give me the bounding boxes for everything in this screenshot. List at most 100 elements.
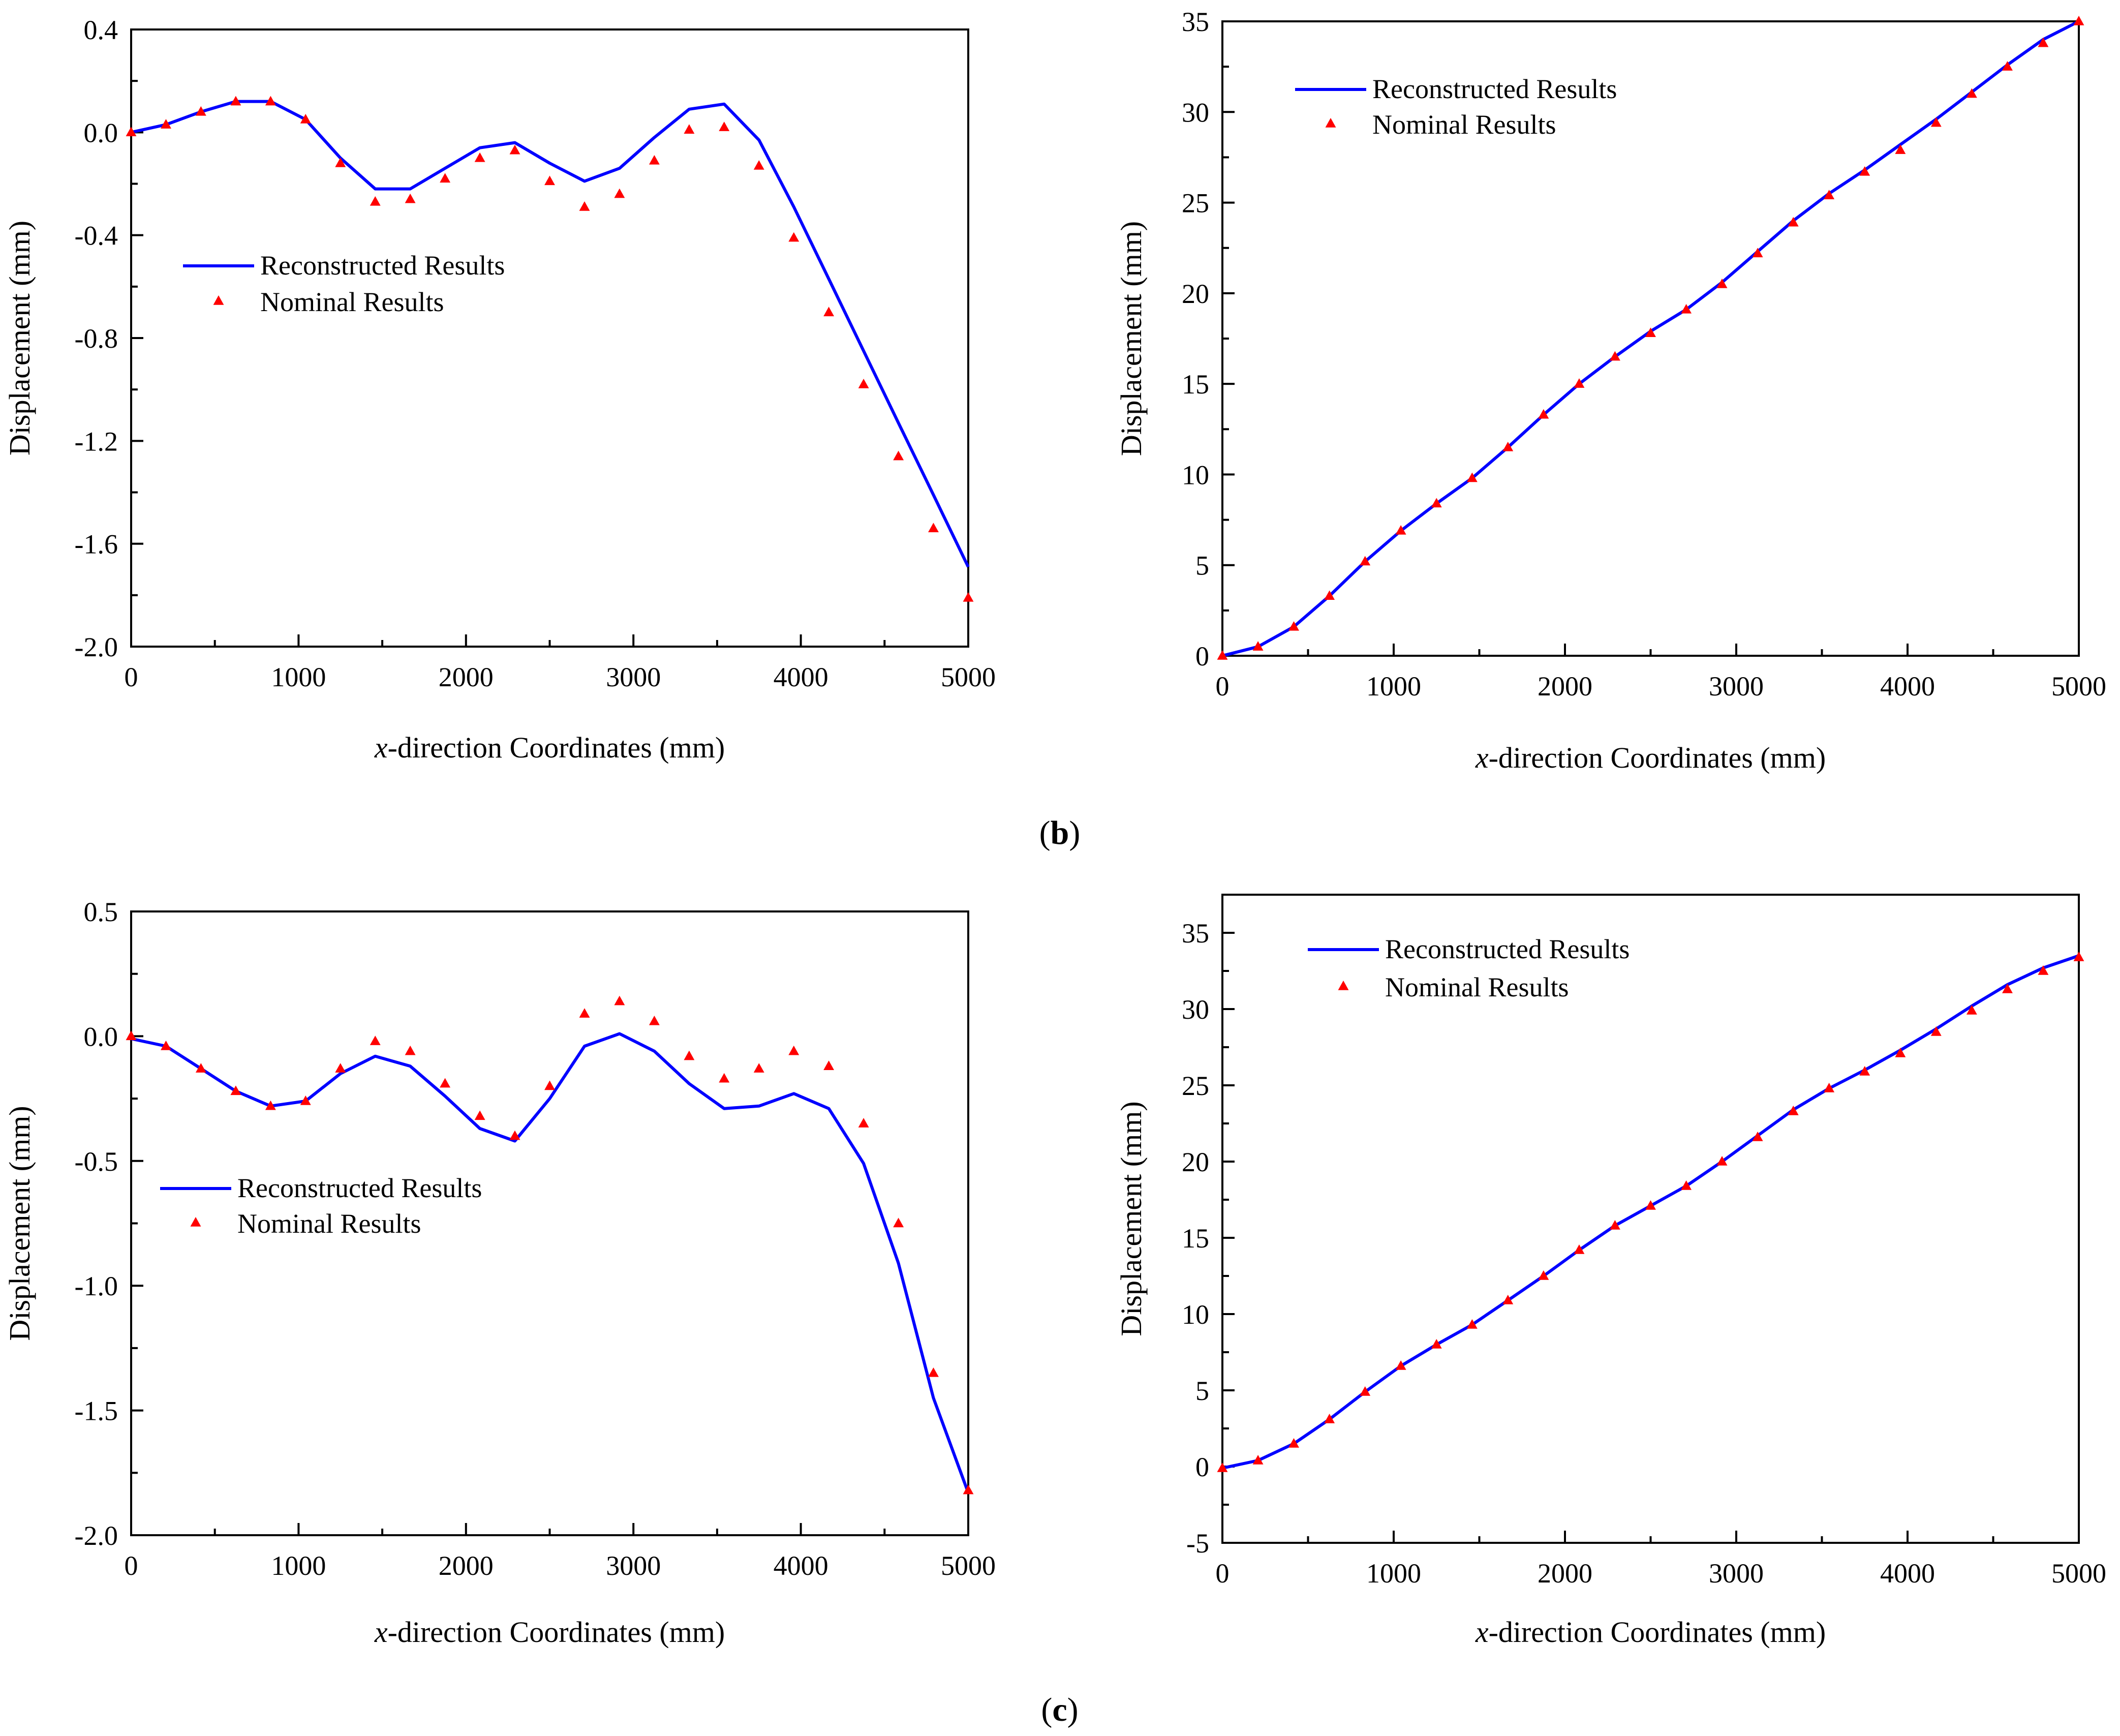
- y-tick-label: 0.0: [84, 1021, 118, 1052]
- nominal-marker: [753, 1063, 764, 1073]
- legend-marker-swatch: [190, 1217, 201, 1227]
- x-axis-title-italic: x: [374, 731, 388, 764]
- nominal-marker: [1431, 1339, 1442, 1349]
- nominal-marker: [1502, 441, 1514, 451]
- nominal-marker: [440, 173, 451, 183]
- nominal-marker: [265, 1100, 276, 1110]
- y-tick-label: 5: [1195, 1376, 1209, 1406]
- x-tick-label: 3000: [606, 662, 661, 692]
- nominal-marker: [719, 1073, 730, 1083]
- nominal-marker: [1360, 556, 1371, 566]
- nominal-marker: [2038, 37, 2049, 47]
- nominal-marker: [1752, 248, 1763, 258]
- x-tick-label: 3000: [1709, 1558, 1764, 1589]
- caption-c: (c): [1041, 1691, 1078, 1728]
- y-tick-label: -2.0: [75, 632, 118, 662]
- nominal-marker: [300, 114, 311, 124]
- legend-marker-swatch: [213, 295, 224, 305]
- x-axis-title: x-direction Coordinates (mm): [1475, 741, 1826, 774]
- x-tick-label: 5000: [941, 662, 996, 692]
- nominal-marker: [195, 1063, 206, 1073]
- nominal-marker: [126, 1030, 137, 1041]
- nominal-marker: [2038, 965, 2049, 975]
- chart-top-right: 0 1000 2000 3000 4000 5000 0 5 10 15 20 25 30 35 x-dir…: [1115, 7, 2106, 774]
- series-line-reconstructed: [1222, 20, 2080, 657]
- legend-label: Reconstructed Results: [1372, 74, 1617, 104]
- nominal-marker: [265, 96, 276, 106]
- y-tick-label: 30: [1182, 994, 1209, 1025]
- x-axis-title-italic: x: [374, 1616, 388, 1649]
- y-tick-label: 15: [1182, 1223, 1209, 1254]
- caption-c-letter: c: [1052, 1691, 1067, 1728]
- nominal-marker: [1538, 409, 1549, 419]
- nominal-marker: [649, 155, 660, 165]
- y-tick-label: 15: [1182, 369, 1209, 400]
- nominal-marker: [1324, 1414, 1335, 1423]
- nominal-marker: [1966, 88, 1977, 98]
- x-tick-label: 0: [125, 662, 138, 692]
- chart-bottom-right: 0 1000 2000 3000 4000 5000-505101520253035x-d…: [1115, 894, 2106, 1649]
- nominal-marker: [2002, 61, 2013, 71]
- y-tick-label: 20: [1182, 1147, 1209, 1177]
- x-tick-label: 5000: [941, 1550, 996, 1581]
- x-tick-label: 0: [1216, 1558, 1230, 1589]
- nominal-marker: [893, 450, 904, 461]
- nominal-marker: [544, 175, 555, 186]
- nominal-marker: [405, 1045, 416, 1055]
- y-tick-label: -0.4: [75, 221, 118, 251]
- x-tick-label: 1000: [271, 662, 326, 692]
- caption-c-close: ): [1067, 1691, 1079, 1728]
- nominal-marker: [1466, 472, 1478, 482]
- y-tick-label: 0: [1195, 641, 1209, 672]
- nominal-marker: [858, 379, 869, 388]
- nominal-marker: [1645, 1200, 1656, 1210]
- nominal-marker: [126, 127, 137, 137]
- x-tick-label: 2000: [439, 1550, 494, 1581]
- nominal-marker: [823, 307, 835, 317]
- x-tick-label: 4000: [774, 1550, 828, 1581]
- nominal-marker: [1574, 1244, 1585, 1254]
- nominal-marker: [195, 106, 206, 116]
- nominal-marker: [1502, 1295, 1514, 1304]
- caption-c-open: (: [1041, 1691, 1052, 1728]
- y-tick-label: -1.6: [75, 529, 118, 560]
- x-tick-label: 1000: [1366, 671, 1421, 702]
- nominal-marker: [1288, 1438, 1299, 1448]
- y-tick-label: 35: [1182, 7, 1209, 37]
- series-line-reconstructed: [131, 1032, 970, 1494]
- y-tick-label: 30: [1182, 97, 1209, 128]
- nominal-marker: [1324, 590, 1335, 600]
- nominal-marker: [2073, 952, 2084, 961]
- nominal-marker: [1360, 1386, 1371, 1396]
- x-tick-label: 1000: [1366, 1558, 1421, 1589]
- y-tick-label: -1.0: [75, 1271, 118, 1301]
- nominal-marker: [1252, 1455, 1264, 1465]
- nominal-marker: [1859, 166, 1870, 176]
- x-axis-title-rest: -direction Coordinates (mm): [388, 1616, 725, 1649]
- nominal-marker: [1824, 1083, 1835, 1092]
- plot-frame: [1221, 894, 2080, 1544]
- nominal-marker: [823, 1060, 835, 1070]
- nominal-marker: [684, 124, 695, 134]
- y-tick-label: 0.0: [84, 117, 118, 148]
- nominal-marker: [2073, 16, 2084, 25]
- nominal-marker: [1217, 1463, 1228, 1472]
- nominal-marker: [335, 1063, 346, 1073]
- nominal-marker: [1395, 525, 1406, 535]
- y-axis-title: Displacement (mm): [1115, 1101, 1148, 1336]
- x-tick-label: 3000: [606, 1550, 661, 1581]
- nominal-marker: [684, 1050, 695, 1060]
- nominal-marker: [1574, 378, 1585, 388]
- x-tick-label: 0: [125, 1550, 138, 1581]
- y-tick-label: 25: [1182, 1071, 1209, 1101]
- legend-marker-swatch: [1325, 118, 1336, 128]
- nominal-marker: [1395, 1360, 1406, 1370]
- legend-marker-swatch: [1338, 981, 1349, 990]
- caption-b-close: ): [1069, 814, 1080, 851]
- chart-top-left: 0 1000 2000 3000 4000 5000 -2.0 -1.6 -1.2 -0.8 -0.…: [3, 15, 996, 764]
- nominal-marker: [1431, 498, 1442, 508]
- x-tick-label: 3000: [1709, 671, 1764, 702]
- y-tick-label: -0.5: [75, 1146, 118, 1177]
- plot-frame: [130, 28, 969, 648]
